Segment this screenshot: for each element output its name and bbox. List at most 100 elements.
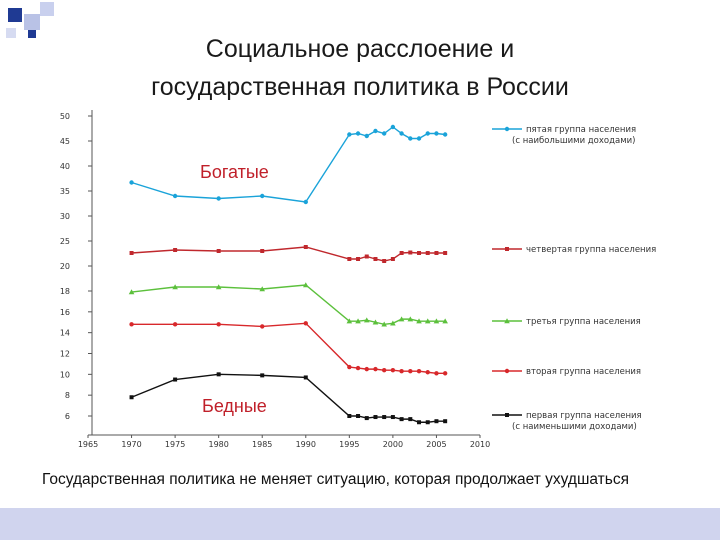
- x-tick-label: 1985: [252, 440, 272, 449]
- data-point: [433, 318, 440, 324]
- data-point: [216, 196, 221, 201]
- data-point: [364, 133, 369, 139]
- data-point: [129, 322, 134, 327]
- data-point: [416, 136, 422, 141]
- data-point: [373, 128, 378, 134]
- x-tick-label: 2000: [383, 440, 403, 449]
- corner-square-light: [6, 28, 16, 38]
- legend-label-line2: (с наименьшими доходами): [512, 422, 637, 432]
- data-point: [417, 251, 422, 255]
- corner-square-dark: [28, 30, 36, 38]
- series-line: [131, 284, 446, 326]
- data-point: [425, 251, 430, 255]
- legend-marker: [505, 247, 509, 251]
- legend-label: четвертая группа населения: [526, 245, 656, 255]
- corner-square-dark: [8, 8, 22, 22]
- data-point: [442, 371, 448, 376]
- data-point: [434, 131, 439, 136]
- data-point: [408, 417, 413, 422]
- data-point: [434, 419, 439, 424]
- data-point: [424, 318, 431, 324]
- annotation-rich: Богатые: [200, 162, 269, 182]
- data-point: [356, 414, 361, 418]
- data-point: [399, 417, 404, 422]
- data-point: [434, 371, 439, 376]
- data-point: [303, 321, 308, 326]
- data-point: [216, 249, 221, 253]
- data-point: [381, 131, 387, 136]
- data-point: [382, 415, 387, 420]
- y-tick-label: 30: [60, 212, 70, 221]
- data-point: [373, 257, 378, 261]
- legend-marker: [505, 413, 509, 417]
- data-point: [260, 249, 265, 253]
- y-tick-label: 45: [60, 137, 70, 146]
- x-tick-label: 1995: [339, 440, 359, 449]
- x-tick-label: 1965: [78, 440, 98, 449]
- y-tick-label: 50: [60, 112, 70, 121]
- data-point: [129, 180, 134, 185]
- data-point: [355, 131, 361, 136]
- data-point: [443, 419, 448, 424]
- data-point: [347, 257, 352, 261]
- data-point: [390, 415, 395, 420]
- data-point: [442, 132, 448, 137]
- y-tick-label: 18: [60, 287, 70, 296]
- data-point: [347, 414, 352, 418]
- legend-label: вторая группа населения: [526, 367, 641, 377]
- income-groups-chart: 20 25 30 35 40 45 50 6 8 10 12 14 16 18 1965 1970 1975 19…: [60, 110, 656, 449]
- data-point: [408, 369, 413, 374]
- legend-label-line2: (с наибольшими доходами): [512, 136, 635, 146]
- data-point: [381, 321, 387, 327]
- series-line: [131, 246, 446, 262]
- data-point: [425, 131, 430, 136]
- data-point: [260, 373, 265, 378]
- legend-marker: [504, 318, 510, 324]
- data-point: [407, 316, 414, 322]
- data-point: [416, 318, 422, 324]
- data-point: [215, 284, 222, 290]
- series-line: [131, 373, 446, 423]
- bottom-bar: [0, 508, 720, 540]
- data-point: [373, 366, 378, 372]
- slide-caption: Государственная политика не меняет ситуа…: [42, 471, 629, 488]
- data-point: [372, 319, 379, 325]
- data-point: [434, 251, 439, 255]
- data-point: [363, 317, 370, 323]
- x-tick-label: 1990: [296, 440, 316, 449]
- data-point: [303, 199, 308, 205]
- data-point: [373, 415, 378, 420]
- legend-label: третья группа населения: [526, 317, 641, 327]
- data-point: [172, 322, 178, 327]
- data-point: [128, 289, 135, 295]
- legend-label: первая группа населения: [526, 411, 642, 421]
- data-point: [303, 375, 308, 380]
- data-point: [355, 365, 361, 371]
- data-point: [172, 284, 178, 290]
- data-point: [173, 377, 178, 382]
- data-point: [417, 420, 422, 425]
- data-point: [398, 316, 405, 322]
- data-point: [260, 193, 265, 199]
- data-point: [399, 251, 404, 255]
- data-point: [399, 369, 404, 374]
- data-point: [347, 364, 352, 370]
- slide-title: Социальное расслоение и государственная …: [60, 30, 660, 106]
- data-point: [390, 257, 395, 261]
- data-point: [364, 254, 369, 259]
- data-point: [364, 366, 369, 372]
- annotation-poor: Бедные: [202, 396, 267, 416]
- y-tick-label: 35: [60, 187, 70, 196]
- x-tick-label: 1980: [208, 440, 228, 449]
- y-tick-label: 8: [65, 391, 70, 400]
- data-point: [390, 320, 396, 326]
- y-tick-label: 10: [60, 370, 70, 379]
- data-point: [347, 132, 352, 137]
- data-point: [346, 318, 353, 324]
- y-tick-label: 16: [60, 308, 70, 317]
- data-point: [425, 370, 430, 375]
- x-tick-label: 1970: [121, 440, 141, 449]
- corner-square-light: [40, 2, 54, 16]
- x-tick-label: 2005: [426, 440, 446, 449]
- data-point: [129, 251, 134, 255]
